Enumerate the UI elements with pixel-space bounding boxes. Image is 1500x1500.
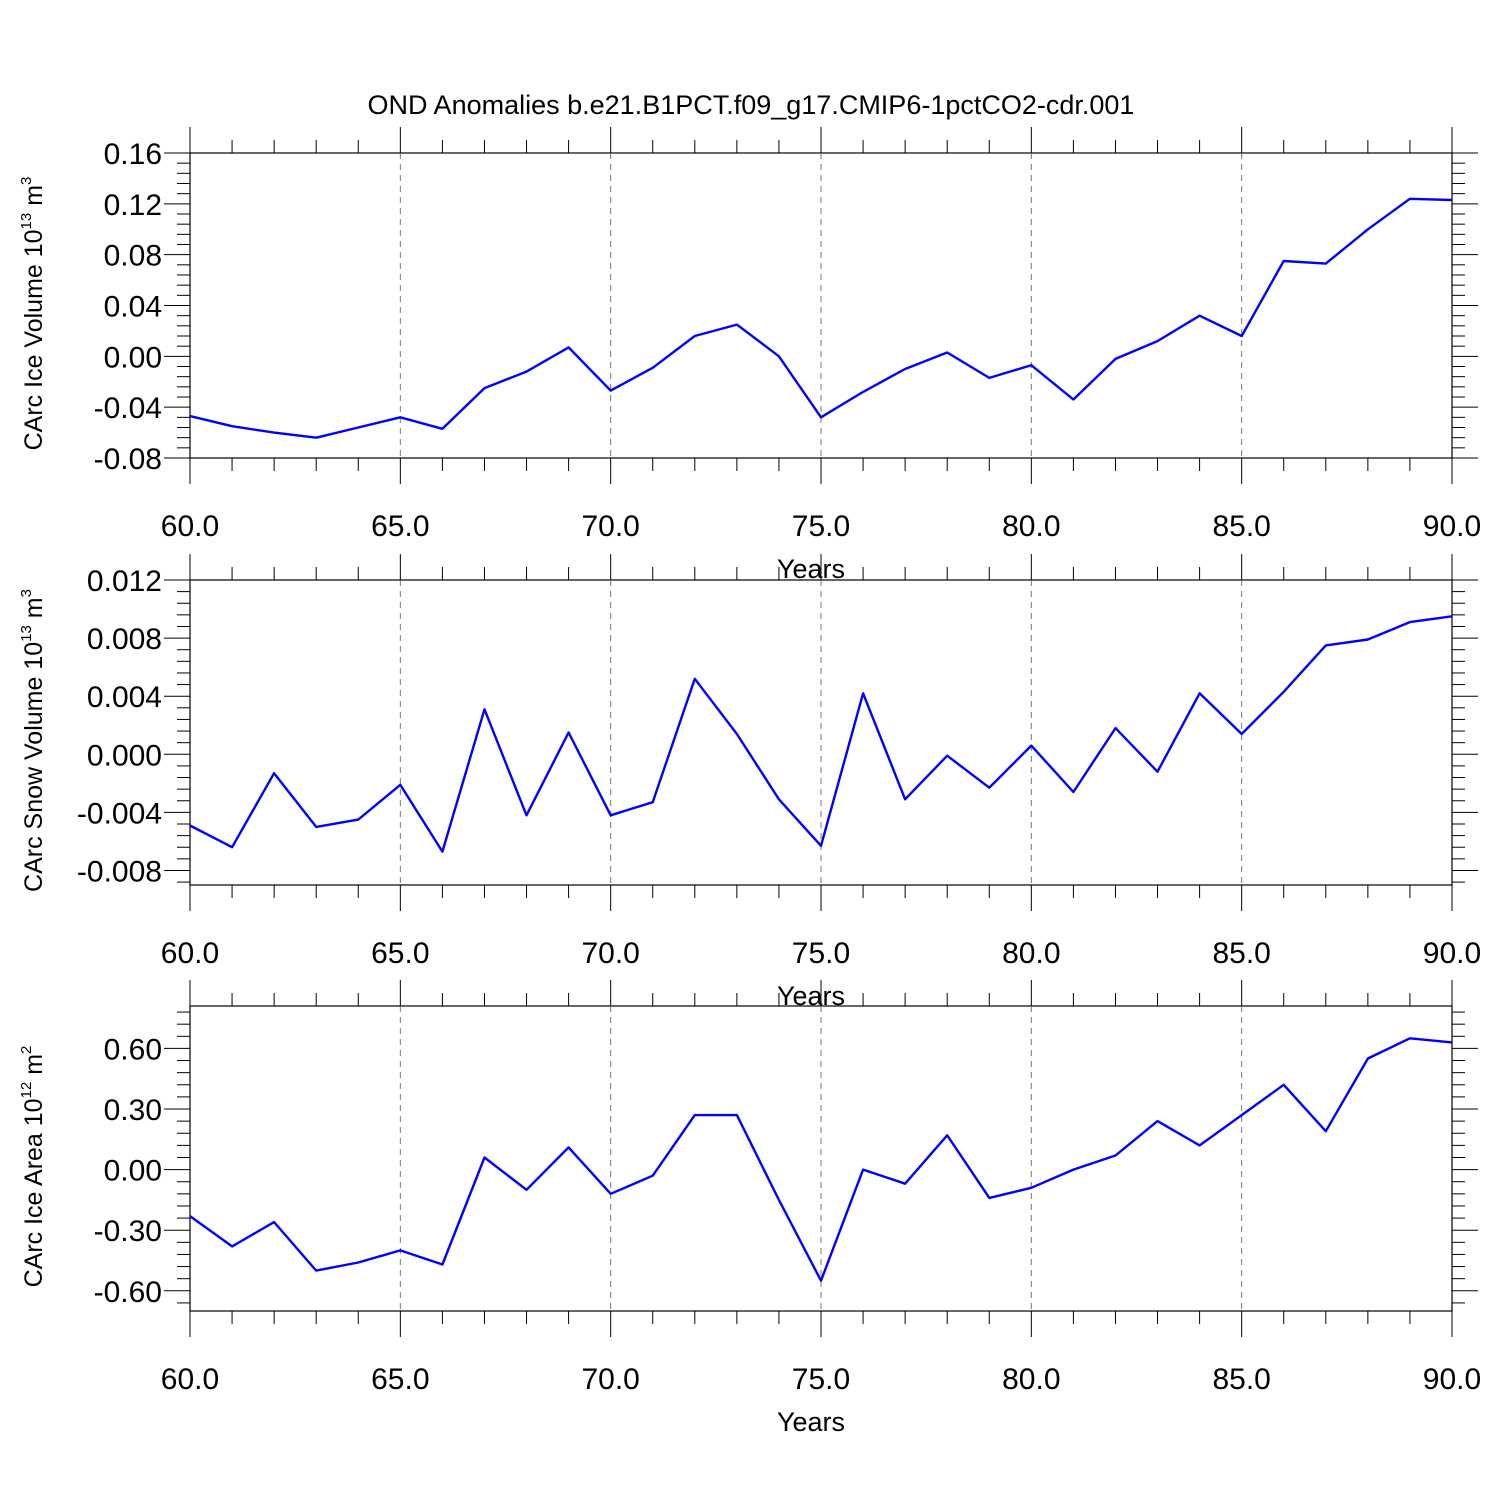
y-tick-label: 0.012 — [87, 565, 162, 598]
data-series-line — [189, 197, 1453, 439]
y-axis-label-superscript: 13 — [18, 625, 35, 642]
x-tick-label: 65.0 — [371, 510, 429, 543]
y-axis-label: CArc Ice Volume 1013 m3 — [18, 177, 48, 451]
x-tick-label: 60.0 — [161, 937, 219, 970]
panel-3: 60.0 65.0 70.0 75.0 80.0 85.0 90.0 0.60 0.30 0.00… — [18, 980, 1481, 1437]
y-axis-label-text: CArc Ice Area 10 — [20, 1098, 48, 1287]
y-tick-label: 0.00 — [104, 341, 162, 374]
y-tick-label: 0.04 — [104, 291, 162, 324]
y-axis-label-text: m — [20, 185, 48, 213]
y-tick-label: 0.30 — [104, 1094, 162, 1127]
x-axis-label: Years — [777, 1407, 845, 1437]
y-axis-label-superscript: 3 — [18, 177, 35, 185]
y-tick-label: 0.60 — [104, 1033, 162, 1066]
x-tick-label: 60.0 — [161, 510, 219, 543]
figure-title: OND Anomalies b.e21.B1PCT.f09_g17.CMIP6-… — [368, 90, 1135, 120]
y-tick-label: -0.04 — [94, 392, 162, 425]
x-tick-label: 85.0 — [1212, 1363, 1270, 1396]
y-axis-label-superscript: 13 — [18, 213, 35, 230]
panel-2: 60.0 65.0 70.0 75.0 80.0 85.0 90.0 0.012 0.008 0.… — [18, 554, 1481, 1011]
x-tick-label: 70.0 — [581, 510, 639, 543]
y-axis-label-text: CArc Snow Volume 10 — [20, 642, 48, 892]
x-tick-label: 75.0 — [792, 510, 850, 543]
x-tick-label: 80.0 — [1002, 937, 1060, 970]
x-tick-label: 75.0 — [792, 937, 850, 970]
y-tick-label: 0.12 — [104, 189, 162, 222]
x-tick-label: 90.0 — [1423, 1363, 1481, 1396]
y-tick-label: -0.008 — [77, 855, 162, 888]
x-tick-label: 60.0 — [161, 1363, 219, 1396]
x-tick-label: 80.0 — [1002, 510, 1060, 543]
panels: 60.0 65.0 70.0 75.0 80.0 85.0 90.0 0.16 0.12 0.08… — [18, 127, 1481, 1437]
y-axis-label-superscript: 12 — [18, 1082, 35, 1099]
y-tick-label: -0.60 — [94, 1276, 162, 1309]
panel-1: 60.0 65.0 70.0 75.0 80.0 85.0 90.0 0.16 0.12 0.08… — [18, 127, 1481, 584]
x-tick-label: 70.0 — [581, 937, 639, 970]
y-tick-label: -0.004 — [77, 797, 162, 830]
data-series-line — [189, 615, 1453, 853]
x-tick-label: 65.0 — [371, 1363, 429, 1396]
x-tick-label: 90.0 — [1423, 937, 1481, 970]
y-tick-label: -0.08 — [94, 443, 162, 476]
x-tick-label: 80.0 — [1002, 1363, 1060, 1396]
y-tick-label: 0.08 — [104, 240, 162, 273]
y-axis-label-text: CArc Ice Volume 10 — [20, 229, 48, 450]
y-axis-label-superscript: 3 — [18, 589, 35, 597]
y-tick-label: 0.000 — [87, 739, 162, 772]
y-axis-label-superscript: 2 — [18, 1046, 35, 1054]
y-axis-label-text: m — [20, 597, 48, 625]
y-tick-label: 0.004 — [87, 681, 162, 714]
x-tick-label: 85.0 — [1212, 937, 1270, 970]
x-axis-label: Years — [777, 554, 845, 584]
y-tick-label: 0.16 — [104, 138, 162, 171]
y-tick-label: 0.008 — [87, 623, 162, 656]
x-tick-label: 85.0 — [1212, 510, 1270, 543]
y-tick-label: 0.00 — [104, 1155, 162, 1188]
y-axis-label: CArc Snow Volume 1013 m3 — [18, 589, 48, 892]
x-tick-label: 70.0 — [581, 1363, 639, 1396]
y-axis-label: CArc Ice Area 1012 m2 — [18, 1046, 48, 1288]
x-tick-label: 90.0 — [1423, 510, 1481, 543]
y-axis-label-text: m — [20, 1054, 48, 1082]
x-tick-label: 75.0 — [792, 1363, 850, 1396]
x-tick-label: 65.0 — [371, 937, 429, 970]
y-tick-label: -0.30 — [94, 1215, 162, 1248]
